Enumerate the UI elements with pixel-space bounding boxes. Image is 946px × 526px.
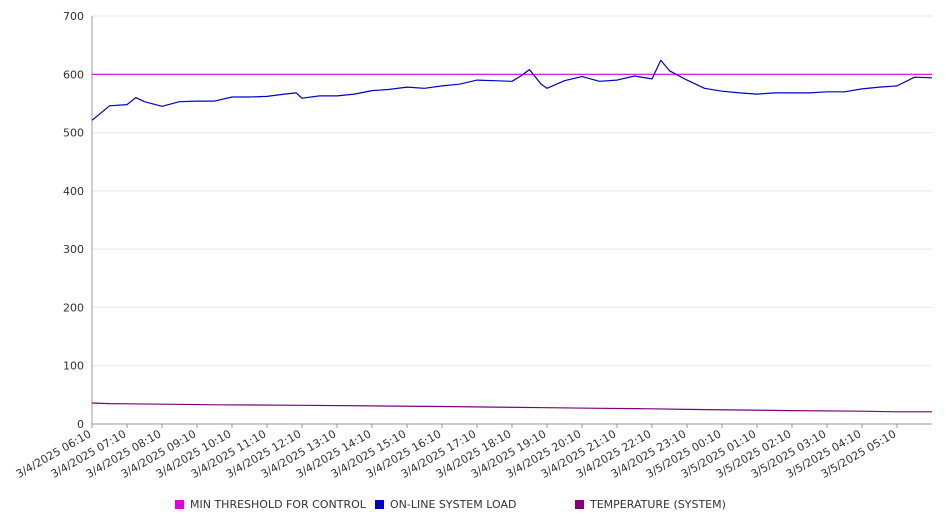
legend-swatch-temperature xyxy=(575,500,584,509)
legend-label-system-load: ON-LINE SYSTEM LOAD xyxy=(390,498,517,511)
y-tick-label: 500 xyxy=(63,127,84,140)
legend-swatch-system-load xyxy=(375,500,384,509)
series-lines xyxy=(91,59,933,413)
chart-legend: MIN THRESHOLD FOR CONTROL ON-LINE SYSTEM… xyxy=(0,498,946,516)
y-axis-ticks: 0 100 200 300 400 500 600 700 xyxy=(63,10,84,431)
legend-item-temperature: TEMPERATURE (SYSTEM) xyxy=(575,498,726,511)
legend-label-threshold: MIN THRESHOLD FOR CONTROL xyxy=(190,498,366,511)
y-tick-label: 200 xyxy=(63,301,84,314)
legend-item-system-load: ON-LINE SYSTEM LOAD xyxy=(375,498,516,511)
series-line-temperature xyxy=(91,402,932,413)
y-tick-label: 600 xyxy=(63,68,84,81)
legend-label-temperature: TEMPERATURE (SYSTEM) xyxy=(590,498,726,511)
legend-item-threshold: MIN THRESHOLD FOR CONTROL xyxy=(175,498,366,511)
y-tick-label: 300 xyxy=(63,243,84,256)
series-line-system-load xyxy=(91,59,933,121)
y-tick-label: 100 xyxy=(63,360,84,373)
y-tick-label: 700 xyxy=(63,10,84,23)
legend-swatch-threshold xyxy=(175,500,184,509)
gridlines xyxy=(92,15,932,367)
y-tick-label: 400 xyxy=(63,185,84,198)
y-tick-label: 0 xyxy=(77,418,84,431)
x-axis-ticks: 3/4/2025 06:103/4/2025 07:103/4/2025 08:… xyxy=(14,424,899,481)
